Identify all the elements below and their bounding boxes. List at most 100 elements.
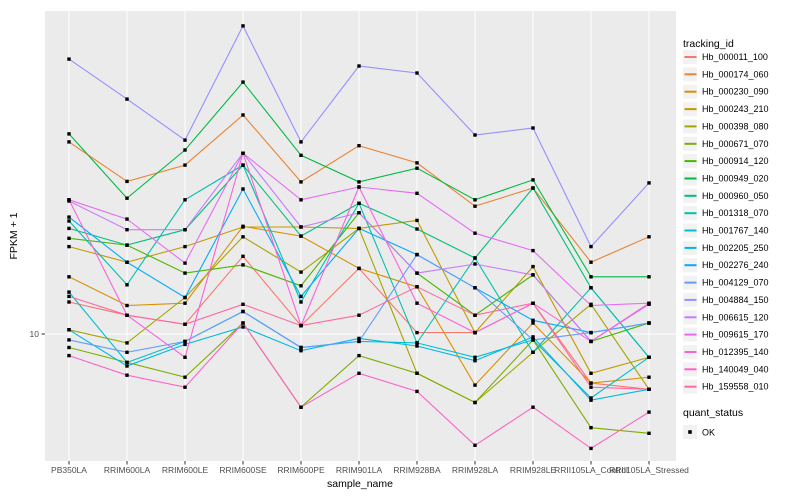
data-point [531,186,535,190]
legend-entry-Hb_000949_020: Hb_000949_020 [683,171,769,186]
data-point [299,294,303,299]
data-point [415,341,419,345]
data-point [125,350,129,354]
data-point [183,198,187,202]
data-point [531,338,535,342]
data-point [67,132,71,136]
legend-entry-Hb_000671_070: Hb_000671_070 [683,136,769,151]
data-point [299,270,303,274]
legend-label: Hb_140049_040 [702,364,769,374]
legend-entry-Hb_000960_050: Hb_000960_050 [683,188,769,203]
data-point [125,373,129,377]
legend-title-tracking-id: tracking_id [683,38,734,50]
data-point [125,303,129,308]
data-point [415,218,419,223]
data-point [647,235,651,239]
data-point [589,330,593,335]
data-point [415,371,419,375]
data-point [183,322,187,326]
data-point [241,254,245,258]
data-point [125,260,129,264]
data-point [299,405,303,409]
x-tick-label: RRIM600PE [277,465,325,475]
data-point [125,364,129,368]
data-point [415,285,419,289]
legend-entry-Hb_002205_250: Hb_002205_250 [683,240,769,255]
data-point [647,410,651,414]
data-point [125,97,129,101]
legend-entry-Hb_000243_210: Hb_000243_210 [683,102,769,117]
legend-entry-Hb_006615_120: Hb_006615_120 [683,310,769,325]
data-point [589,275,593,279]
data-point [357,336,361,341]
data-point [473,359,477,363]
data-point [589,446,593,451]
data-point [299,349,303,353]
quant-ok-point-icon [688,430,692,434]
data-point [589,426,593,430]
legend-entry-Hb_002276_240: Hb_002276_240 [683,258,769,273]
data-point [531,321,535,325]
data-point [647,275,651,279]
data-point [531,350,535,354]
data-point [531,335,535,339]
legend-entry-Hb_000174_060: Hb_000174_060 [683,67,769,82]
data-point [415,166,419,170]
quant-ok-label: OK [702,428,715,438]
data-point [241,24,245,28]
data-point [241,187,245,191]
data-point [67,57,71,61]
data-point [241,113,245,117]
data-point [67,294,71,299]
data-point [415,191,419,195]
data-point [589,385,593,389]
x-tick-label: RRIM928LE [510,465,557,475]
data-point [125,228,129,232]
data-point [531,178,535,182]
legend-label: Hb_009615_170 [702,330,769,340]
data-point [125,341,129,345]
data-point [241,225,245,229]
data-point [647,375,651,379]
legend-label: Hb_001318_070 [702,208,769,218]
legend-label: Hb_000230_090 [702,87,769,97]
plot-panel [45,11,676,461]
data-point [299,198,303,202]
data-point [589,398,593,402]
data-point [183,228,187,232]
data-point [473,400,477,405]
legend-entry-quant-ok: OK [683,425,715,439]
data-point [67,275,71,279]
data-point [357,201,361,205]
data-point [357,64,361,68]
legend-label: Hb_000914_120 [702,156,769,166]
data-point [473,383,477,387]
data-point [647,387,651,391]
y-axis-title: FPKM + 1 [8,212,20,259]
data-point [125,313,129,317]
data-point [647,355,651,359]
data-point [473,198,477,202]
data-point [357,211,361,215]
legend-label: Hb_000243_210 [702,104,769,114]
legend-entry-Hb_001318_070: Hb_001318_070 [683,206,769,221]
data-point [183,339,187,344]
legend-entry-Hb_000398_080: Hb_000398_080 [683,119,769,134]
data-point [183,385,187,389]
data-point [473,231,477,235]
plot-panel-layer: PB350LA RRIM600LA RRIM600LE RRIM600SE RRIM60… [30,11,689,475]
data-point [67,290,71,294]
data-point [299,234,303,238]
data-point [589,244,593,249]
legend-label: Hb_004884_150 [702,295,769,305]
data-point [125,196,129,200]
data-point [183,295,187,300]
data-point [125,217,129,221]
data-point [357,353,361,358]
data-point [125,360,129,365]
legend-label: Hb_000011_100 [702,52,768,62]
data-point [473,330,477,335]
data-point [241,309,245,314]
data-point [183,261,187,265]
